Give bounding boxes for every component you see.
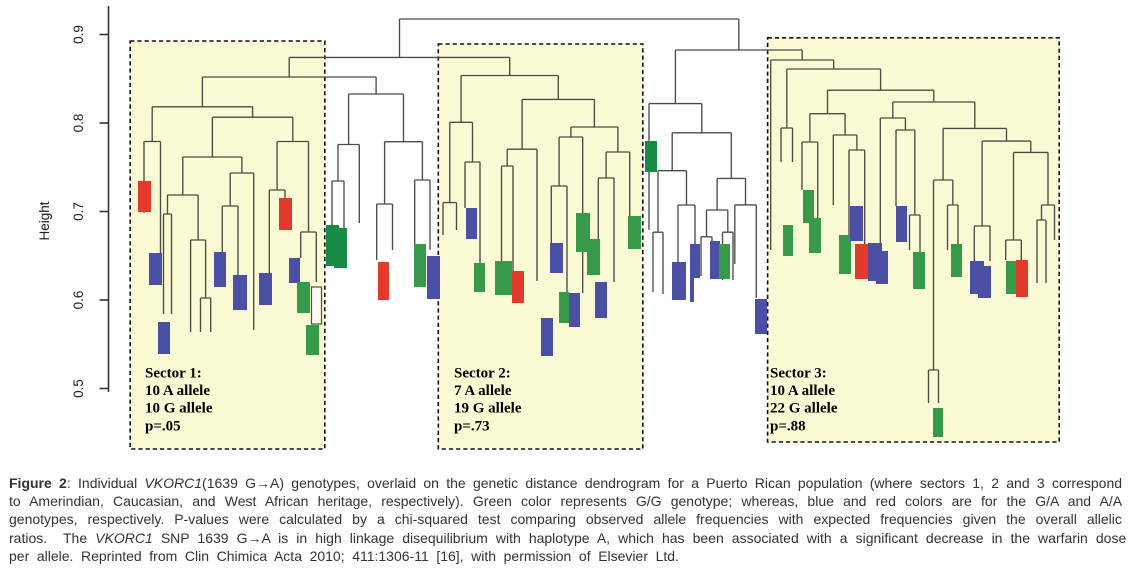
svg-text:Height: Height xyxy=(37,201,52,240)
svg-text:0.8: 0.8 xyxy=(71,114,86,133)
svg-text:7 A allele: 7 A allele xyxy=(454,383,512,399)
svg-text:p=.88: p=.88 xyxy=(770,418,806,434)
svg-text:Sector 2:: Sector 2: xyxy=(454,366,511,382)
svg-text:10 A allele: 10 A allele xyxy=(145,383,210,399)
svg-text:p=.05: p=.05 xyxy=(145,418,181,434)
svg-text:10 G allele: 10 G allele xyxy=(145,401,213,417)
svg-text:Sector 3:: Sector 3: xyxy=(770,366,827,382)
svg-text:0.6: 0.6 xyxy=(71,291,86,310)
svg-text:0.5: 0.5 xyxy=(71,379,86,398)
svg-text:Sector 1:: Sector 1: xyxy=(145,366,202,382)
svg-text:10 A allele: 10 A allele xyxy=(770,383,835,399)
svg-text:19 G allele: 19 G allele xyxy=(454,401,522,417)
svg-text:p=.73: p=.73 xyxy=(454,418,490,434)
svg-text:0.9: 0.9 xyxy=(71,25,86,44)
svg-text:22 G allele: 22 G allele xyxy=(770,401,838,417)
svg-text:0.7: 0.7 xyxy=(71,202,86,221)
